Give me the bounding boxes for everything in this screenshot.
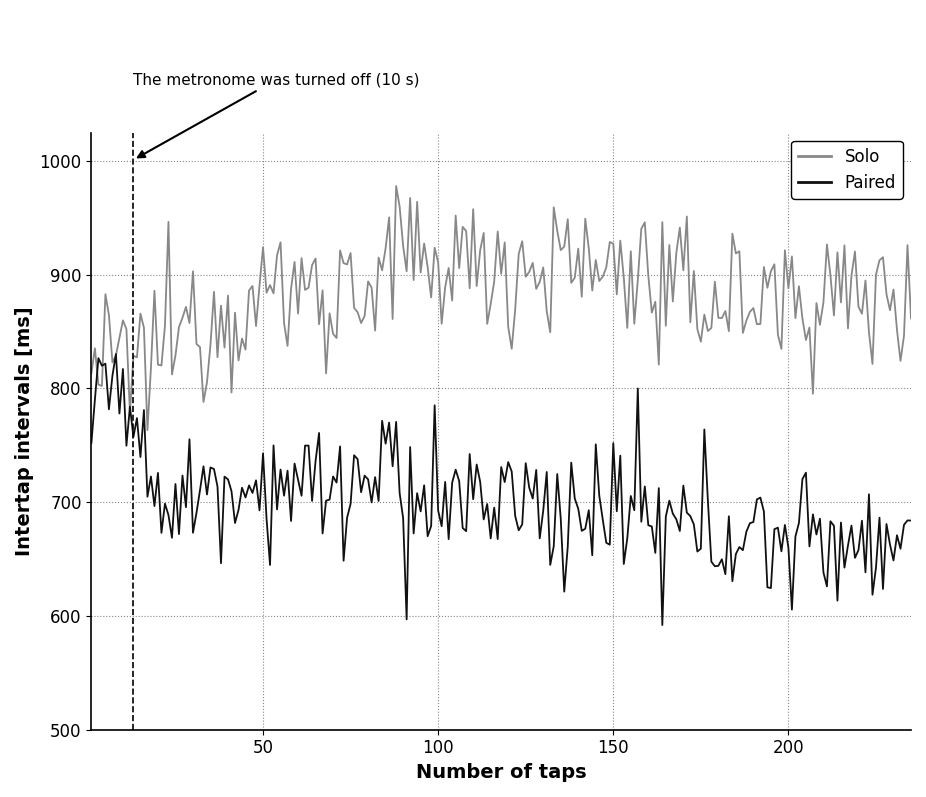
Paired <box>110 349 121 359</box>
Paired <box>314 428 325 438</box>
Paired <box>786 605 797 614</box>
Y-axis label: Intertap intervals [ms]: Intertap intervals [ms] <box>15 306 34 556</box>
Paired <box>552 469 563 479</box>
Solo <box>405 193 416 202</box>
Text: The metronome was turned off (10 s): The metronome was turned off (10 s) <box>133 72 419 157</box>
Solo <box>121 324 132 334</box>
Legend: Solo, Paired: Solo, Paired <box>792 141 903 198</box>
Solo <box>906 314 917 324</box>
X-axis label: Number of taps: Number of taps <box>416 763 586 782</box>
Solo <box>314 320 325 329</box>
Solo <box>86 368 97 378</box>
Paired <box>124 402 135 411</box>
Paired <box>401 614 412 624</box>
Solo <box>391 181 402 190</box>
Paired <box>906 516 917 525</box>
Solo <box>142 426 153 435</box>
Paired <box>657 620 668 630</box>
Solo <box>745 307 756 316</box>
Solo <box>786 252 797 261</box>
Solo <box>556 245 567 255</box>
Line: Solo: Solo <box>92 186 911 430</box>
Line: Paired: Paired <box>92 354 911 625</box>
Paired <box>745 518 756 528</box>
Paired <box>86 438 97 448</box>
